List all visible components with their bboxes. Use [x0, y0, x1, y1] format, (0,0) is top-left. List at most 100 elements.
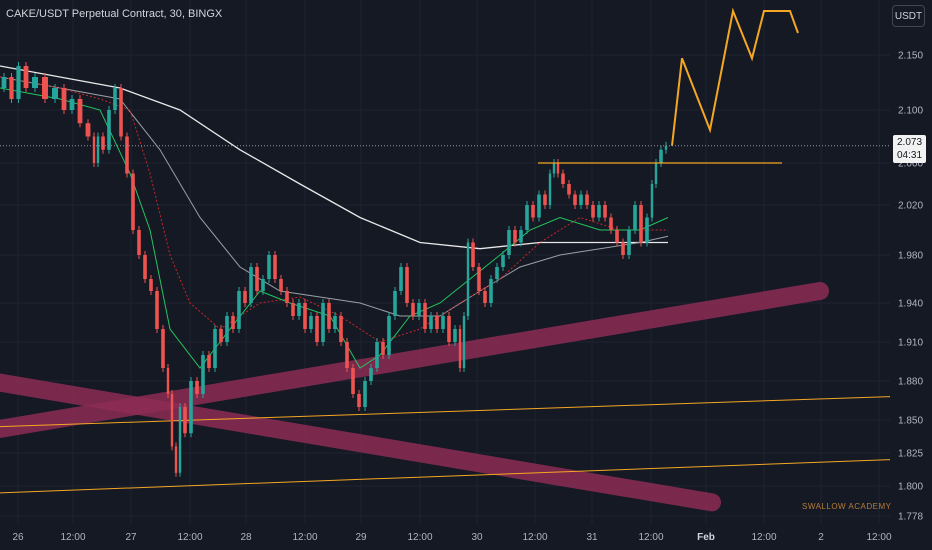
- y-tick-label: 1.800: [898, 482, 923, 493]
- x-tick-label: Feb: [697, 532, 715, 543]
- x-tick-label: 12:00: [407, 532, 432, 543]
- projection-path: [671, 7, 799, 146]
- candle-body: [615, 230, 619, 243]
- candle-body: [417, 303, 421, 316]
- candle-body: [537, 194, 541, 218]
- candle-body: [174, 446, 178, 473]
- candle-body: [627, 230, 631, 255]
- candle-body: [513, 230, 517, 243]
- x-tick-label: 2: [818, 532, 824, 543]
- currency-button[interactable]: USDT: [892, 5, 925, 27]
- candle-body: [161, 329, 165, 368]
- candle-body: [327, 303, 331, 329]
- candle-body: [429, 316, 433, 329]
- candle-body: [639, 205, 643, 243]
- candle-body: [77, 99, 83, 124]
- candle-body: [155, 291, 159, 329]
- candle-body: [633, 205, 637, 230]
- candle-body: [113, 88, 117, 110]
- candle-body: [137, 230, 141, 255]
- candle-body: [387, 316, 391, 355]
- candle-body: [189, 381, 193, 434]
- candle-body: [309, 316, 313, 329]
- last-price-tag: 2.073 04:31: [893, 135, 926, 163]
- ma-green-line: [0, 87, 669, 369]
- candle-body: [621, 242, 625, 255]
- channel-band: [0, 373, 721, 512]
- candle-body: [149, 279, 153, 291]
- candle-body: [552, 163, 556, 174]
- candle-body: [297, 303, 301, 316]
- candle-body: [381, 342, 385, 355]
- candle-body: [477, 267, 481, 291]
- candle-body: [654, 163, 658, 184]
- candle-body: [548, 173, 552, 205]
- candle-body: [609, 217, 613, 230]
- candle-body: [645, 217, 649, 243]
- y-axis: 2.150 2.100 2.060 2.020 1.980 1.940 1.910 1.880…: [898, 51, 923, 523]
- candle-body: [249, 267, 253, 303]
- candle-body: [435, 316, 439, 329]
- candle-body: [507, 230, 511, 255]
- candle-body: [375, 342, 379, 368]
- candle-body: [483, 291, 487, 303]
- candle-body: [166, 368, 170, 394]
- candle-body: [345, 342, 349, 368]
- candle-body: [664, 145, 668, 150]
- candle-body: [556, 163, 560, 174]
- candle-body: [261, 279, 265, 291]
- candle-body: [399, 267, 403, 291]
- candle-body: [96, 136, 100, 163]
- x-tick-label: 12:00: [866, 532, 891, 543]
- candle-body: [357, 394, 361, 407]
- candle-body: [125, 136, 129, 174]
- y-tick-label: 1.910: [898, 338, 923, 349]
- channel-bands: [0, 282, 829, 512]
- candle-body: [333, 316, 337, 329]
- candle-body: [225, 316, 229, 342]
- candle-body: [131, 173, 135, 230]
- candle-body: [195, 381, 199, 394]
- candle-body: [447, 316, 451, 342]
- candlesticks: [1, 62, 668, 477]
- candle-body: [519, 230, 523, 243]
- x-tick-label: 28: [240, 532, 252, 543]
- trend-lines: [0, 396, 891, 494]
- candle-body: [591, 205, 595, 218]
- x-tick-label: 29: [355, 532, 367, 543]
- candle-body: [339, 316, 343, 342]
- candle-body: [255, 267, 259, 291]
- candle-body: [143, 255, 147, 279]
- chart-title: CAKE/USDT Perpetual Contract, 30, BINGX: [6, 8, 223, 20]
- trend-line: [0, 459, 891, 494]
- candle-body: [543, 194, 547, 205]
- candle-body: [351, 368, 355, 394]
- candle-body: [423, 303, 427, 329]
- candle-body: [411, 303, 415, 316]
- candle-body: [23, 66, 29, 88]
- y-tick-label: 1.825: [898, 449, 923, 460]
- candle-body: [321, 303, 325, 342]
- candle-body: [69, 99, 75, 110]
- x-tick-label: 12:00: [638, 532, 663, 543]
- candle-body: [52, 88, 58, 99]
- candle-body: [231, 316, 235, 329]
- candle-body: [201, 355, 205, 394]
- y-tick-label: 1.880: [898, 377, 923, 388]
- candle-body: [42, 77, 48, 99]
- chart-grid: [0, 0, 890, 524]
- candle-body: [393, 291, 397, 316]
- candle-body: [466, 242, 470, 316]
- candle-body: [303, 303, 307, 329]
- y-tick-label: 2.020: [898, 201, 923, 212]
- candle-body: [207, 355, 211, 368]
- x-axis: 26 12:00 27 12:00 28 12:00 29 12:00 30 12:00 31 12:…: [12, 532, 892, 543]
- candle-body: [501, 255, 505, 267]
- candle-body: [525, 205, 529, 230]
- trend-line: [0, 396, 891, 428]
- x-tick-label: 26: [12, 532, 24, 543]
- candle-body: [369, 368, 373, 381]
- y-tick-label: 2.100: [898, 106, 923, 117]
- candle-body: [107, 110, 111, 150]
